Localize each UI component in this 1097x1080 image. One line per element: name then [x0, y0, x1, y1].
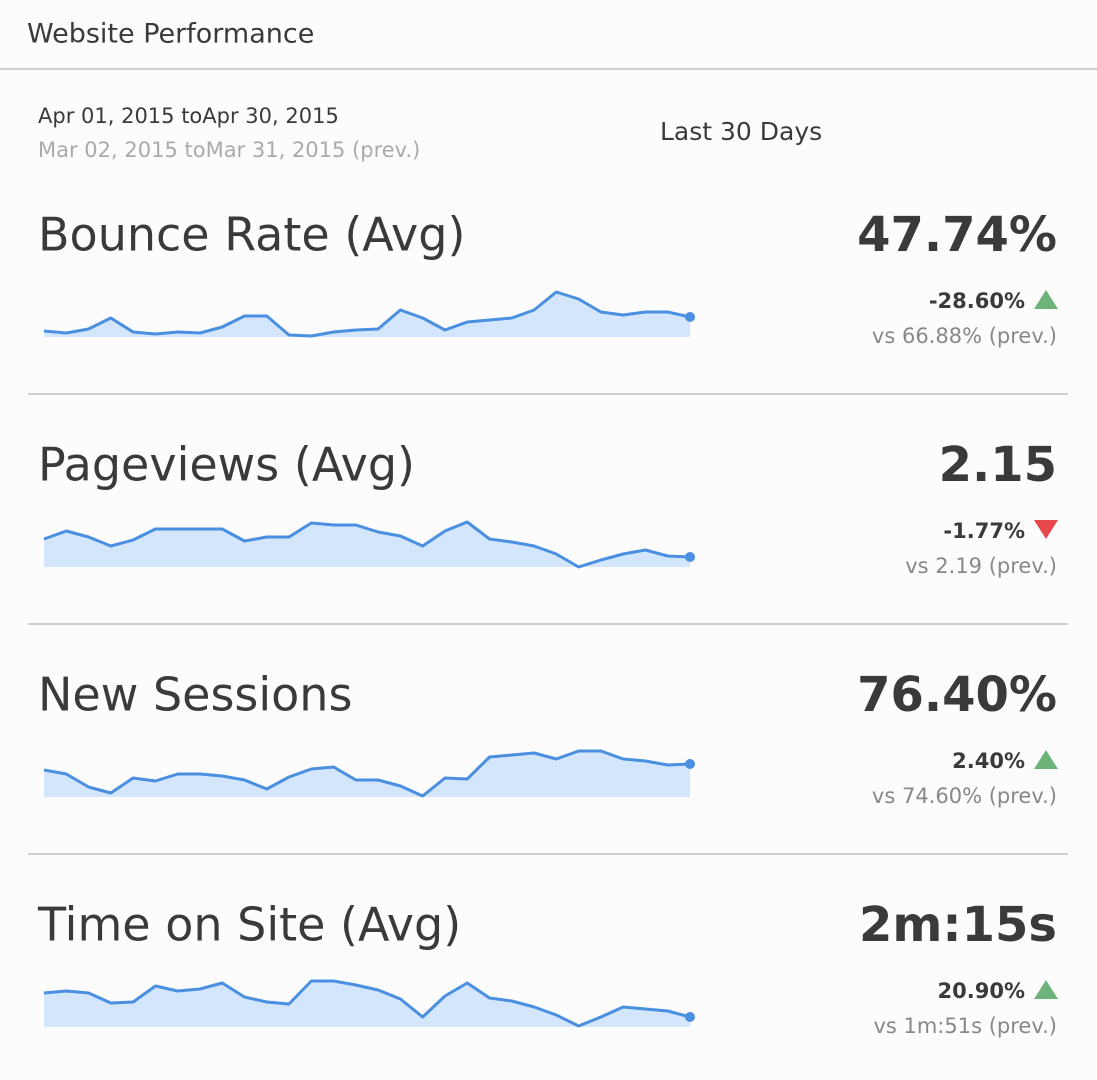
metric-change: -1.77%: [943, 519, 1025, 543]
metric-title: New Sessions: [38, 668, 352, 722]
metric-value: 2m:15s: [859, 897, 1057, 953]
current-range: Apr 01, 2015 toApr 30, 2015: [38, 104, 339, 128]
sparkline-line: [43, 749, 691, 798]
metric-change: 20.90%: [938, 979, 1025, 1003]
trend-arrow: [1034, 750, 1058, 769]
metric-title: Bounce Rate (Avg): [38, 208, 465, 262]
sparkline-area: [44, 751, 690, 797]
metric-value: 2.15: [939, 437, 1057, 493]
metric-comparison: vs 1m:51s (prev.): [873, 1014, 1057, 1038]
metric-comparison: vs 74.60% (prev.): [872, 784, 1057, 808]
widget-title: Website Performance: [27, 19, 314, 50]
trend-arrow: [1034, 290, 1058, 309]
period-label: Last 30 Days: [660, 117, 822, 146]
metric-title: Time on Site (Avg): [37, 898, 461, 952]
metric-value: 47.74%: [857, 207, 1057, 263]
previous-range: Mar 02, 2015 toMar 31, 2015 (prev.): [38, 138, 420, 162]
metric-comparison: vs 2.19 (prev.): [905, 554, 1057, 578]
metric-value: 76.40%: [857, 667, 1057, 723]
sparkline-end-dot: [685, 1012, 695, 1022]
sparkline-line: [43, 979, 691, 1028]
sparkline-end-dot: [685, 552, 695, 562]
trend-arrow: [1034, 520, 1058, 539]
sparkline-end-dot: [685, 312, 695, 322]
sparkline-line: [43, 290, 691, 338]
trend-arrow: [1034, 980, 1058, 999]
sparkline-area: [44, 292, 690, 337]
sparkline-end-dot: [685, 759, 695, 769]
metric-comparison: vs 66.88% (prev.): [872, 324, 1057, 348]
sparkline-line: [43, 520, 691, 569]
sparkline-area: [44, 981, 690, 1027]
metric-change: 2.40%: [952, 749, 1025, 773]
metric-title: Pageviews (Avg): [38, 438, 415, 492]
metric-change: -28.60%: [929, 289, 1025, 313]
sparkline-area: [44, 522, 690, 567]
